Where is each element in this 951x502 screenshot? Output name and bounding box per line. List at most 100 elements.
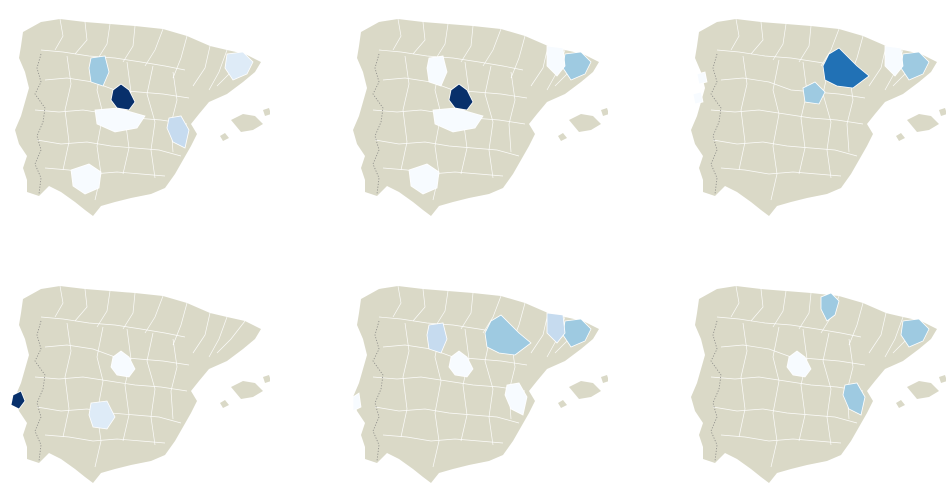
region-sevilla	[70, 163, 102, 195]
balearic-island	[601, 375, 608, 383]
region-barcelona	[900, 318, 930, 348]
province-border	[374, 139, 520, 157]
region-valencia	[166, 115, 190, 149]
province-border	[738, 55, 748, 171]
balearic-island	[896, 133, 905, 141]
province-border	[434, 23, 449, 61]
spain-portugal-border	[710, 320, 722, 462]
province-border	[730, 18, 740, 51]
region-coimbra	[692, 91, 704, 105]
province-border	[848, 302, 864, 346]
province-border	[798, 61, 808, 175]
map-panel-4	[0, 272, 270, 502]
province-border	[96, 290, 111, 328]
province-border	[720, 167, 842, 177]
province-border	[508, 71, 516, 153]
province-border	[432, 326, 442, 468]
province-border	[62, 55, 72, 171]
iberia-landmass	[15, 286, 261, 483]
province-border	[530, 312, 549, 354]
balearic-island	[569, 114, 601, 132]
province-border	[712, 406, 858, 424]
province-border	[798, 25, 812, 63]
map-panel-1	[0, 5, 270, 235]
province-border	[94, 326, 104, 468]
region-zaragoza	[484, 314, 532, 356]
map-panel-2	[338, 5, 608, 235]
balearic-island	[220, 133, 229, 141]
balearic-island	[558, 133, 567, 141]
province-border	[172, 302, 188, 346]
province-border	[54, 285, 64, 318]
province-border	[710, 109, 864, 125]
province-border	[412, 288, 426, 322]
map-panel-5	[338, 272, 608, 502]
iberia-map-1	[15, 18, 270, 216]
province-border	[144, 295, 164, 334]
province-border	[146, 65, 156, 179]
region-madrid	[110, 83, 136, 111]
province-border	[460, 25, 474, 63]
province-border	[434, 290, 449, 328]
province-border	[374, 406, 520, 424]
region-lleida	[884, 45, 904, 77]
province-border	[40, 49, 186, 71]
province-border	[382, 167, 504, 177]
province-border	[74, 288, 88, 322]
balearic-island	[220, 400, 229, 408]
province-border	[192, 312, 211, 354]
province-border	[208, 49, 228, 91]
map-grid	[0, 5, 946, 483]
province-border	[122, 25, 136, 63]
iberia-map-6	[691, 285, 946, 483]
province-border	[730, 285, 740, 318]
province-border	[44, 167, 166, 177]
province-border	[34, 376, 188, 392]
province-border	[460, 292, 474, 330]
region-madrid	[110, 350, 136, 378]
region-guadalajara	[802, 81, 826, 105]
map-panel-3	[676, 5, 946, 235]
province-border	[216, 320, 246, 354]
province-border	[412, 21, 426, 55]
province-border	[170, 338, 178, 420]
region-madrid	[448, 350, 474, 378]
region-lisboa	[10, 390, 26, 410]
spain-portugal-border	[372, 53, 384, 195]
province-border	[392, 285, 402, 318]
balearic-island	[263, 375, 270, 383]
province-border	[868, 312, 887, 354]
iberia-map-5	[352, 285, 608, 483]
province-border	[400, 55, 410, 171]
balearic-island	[939, 375, 946, 383]
spain-portugal-border	[34, 53, 46, 195]
province-border	[460, 328, 470, 442]
province-border	[122, 328, 132, 442]
province-border	[36, 139, 182, 157]
iberia-landmass	[691, 286, 937, 483]
balearic-island	[231, 114, 263, 132]
region-toledo	[432, 107, 484, 133]
province-border	[146, 332, 156, 446]
province-border	[710, 376, 864, 392]
province-border	[868, 45, 887, 87]
balearic-island	[569, 381, 601, 399]
province-border	[62, 322, 72, 438]
balearic-island	[896, 400, 905, 408]
iberia-map-3	[691, 18, 946, 216]
province-border	[720, 434, 842, 444]
region-zaragoza	[822, 47, 870, 89]
province-border	[382, 434, 504, 444]
region-cordoba	[88, 400, 116, 430]
balearic-island	[907, 114, 939, 132]
province-border	[770, 59, 780, 201]
province-border	[798, 292, 812, 330]
province-border	[400, 322, 410, 438]
region-sevilla	[408, 163, 440, 195]
province-border	[208, 316, 228, 358]
region-lleida	[546, 45, 566, 77]
province-border	[530, 45, 549, 87]
region-valladolid	[88, 55, 110, 87]
iberia-map-2	[353, 18, 608, 216]
province-border	[772, 290, 787, 328]
